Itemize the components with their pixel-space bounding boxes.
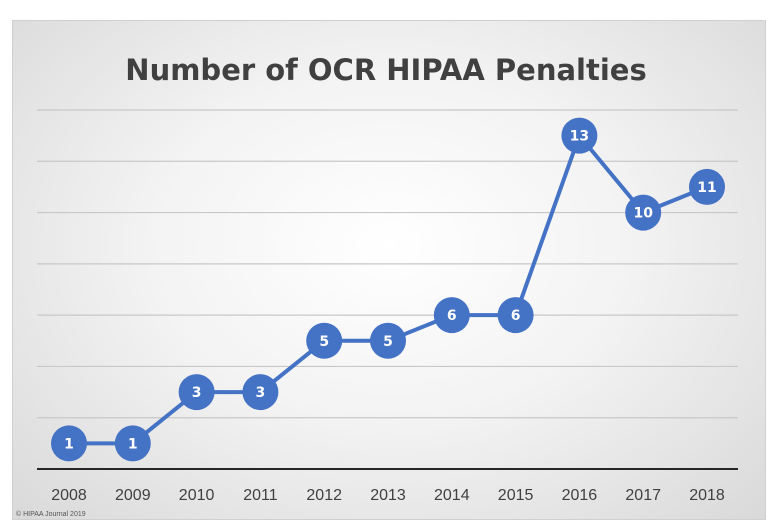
x-tick-label: 2014 [434,487,470,504]
data-point [178,374,215,411]
x-tick-label: 2016 [562,487,598,504]
series-polyline [69,133,708,446]
x-tick-labels: 2008 2009 2010 2011 2012 2013 2014 2015 2016 2017… [51,487,725,504]
x-tick-label: 2010 [179,487,215,504]
data-point [51,425,87,462]
data-point [433,297,470,334]
x-tick-label: 2012 [306,487,342,504]
x-tick-label: 2009 [115,487,151,504]
x-tick-label: 2017 [625,487,661,504]
data-label: 1 [128,436,138,452]
data-label: 5 [319,334,329,350]
data-point [561,117,598,154]
data-point [306,322,343,359]
data-point [114,425,151,462]
data-label: 11 [697,180,716,196]
gridlines [37,109,738,419]
data-point [689,168,725,205]
data-label: 6 [511,308,521,324]
chart-title: Number of OCR HIPAA Penalties [125,53,646,87]
data-point [370,322,406,359]
data-point [497,297,534,334]
data-label: 13 [570,129,589,145]
x-tick-label: 2008 [51,487,87,504]
data-label: 3 [192,385,202,401]
x-tick-label: 2015 [498,487,534,504]
data-label: 5 [383,334,393,350]
x-tick-label: 2011 [243,487,278,504]
data-label: 3 [256,385,266,401]
x-tick-label: 2018 [689,487,725,504]
data-label: 6 [447,308,457,324]
data-label: 10 [633,206,653,222]
x-tick-label: 2013 [370,487,406,504]
credit-text: © HIPAA Journal 2019 [16,510,86,518]
data-point [625,194,662,231]
data-label: 1 [64,436,74,452]
data-point [242,374,279,411]
